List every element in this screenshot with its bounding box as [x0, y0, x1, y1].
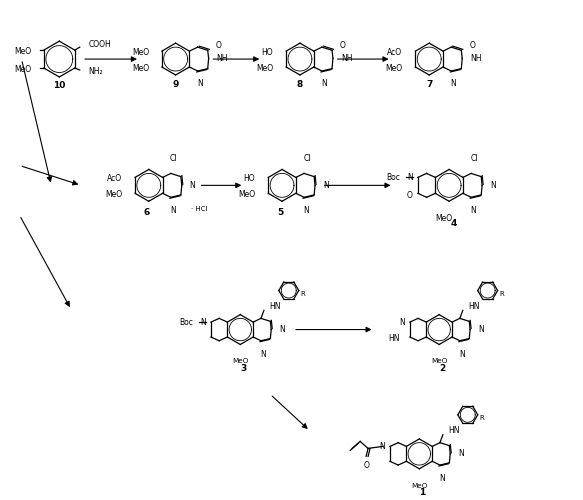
- Text: AcO: AcO: [107, 174, 122, 183]
- Text: AcO: AcO: [387, 48, 402, 56]
- Text: HO: HO: [244, 174, 255, 183]
- Text: MeO: MeO: [436, 214, 453, 223]
- Text: Boc: Boc: [386, 173, 400, 182]
- Text: N: N: [189, 181, 195, 190]
- Text: N: N: [303, 206, 309, 215]
- Text: 3: 3: [240, 364, 247, 373]
- Text: HN: HN: [448, 426, 459, 435]
- Text: N: N: [379, 442, 385, 451]
- Text: MeO: MeO: [256, 64, 273, 72]
- Text: O: O: [216, 41, 222, 50]
- Text: MeO: MeO: [411, 482, 427, 488]
- Text: N: N: [200, 318, 206, 326]
- Text: N: N: [323, 181, 329, 190]
- Text: MeO: MeO: [105, 190, 122, 199]
- Text: N: N: [439, 474, 445, 483]
- Text: R: R: [301, 290, 305, 296]
- Text: MeO: MeO: [15, 64, 32, 74]
- Text: O: O: [363, 462, 369, 470]
- Text: HN: HN: [468, 302, 479, 311]
- Text: 4: 4: [451, 218, 457, 228]
- Text: N: N: [197, 79, 202, 88]
- Text: MeO: MeO: [132, 64, 149, 72]
- Text: N: N: [490, 181, 496, 190]
- Text: Cl: Cl: [470, 154, 478, 164]
- Text: HN: HN: [269, 302, 280, 311]
- Text: N: N: [279, 325, 285, 334]
- Text: MeO: MeO: [238, 190, 255, 199]
- Text: Cl: Cl: [303, 154, 311, 164]
- Text: 2: 2: [439, 364, 445, 373]
- Text: Boc: Boc: [179, 318, 193, 326]
- Text: N: N: [407, 173, 413, 182]
- Text: NH: NH: [217, 54, 228, 63]
- Text: N: N: [458, 450, 464, 458]
- Text: MeO: MeO: [385, 64, 402, 72]
- Text: N: N: [399, 318, 405, 326]
- Text: N: N: [260, 350, 266, 358]
- Text: Cl: Cl: [170, 154, 178, 164]
- Text: NH: NH: [341, 54, 352, 63]
- Text: R: R: [480, 415, 484, 421]
- Text: NH₂: NH₂: [89, 66, 103, 76]
- Text: O: O: [340, 41, 346, 50]
- Text: MeO: MeO: [15, 46, 32, 56]
- Text: · HCl: · HCl: [191, 206, 207, 212]
- Text: 8: 8: [297, 80, 303, 90]
- Text: O: O: [469, 41, 475, 50]
- Text: HN: HN: [388, 334, 400, 344]
- Text: 9: 9: [173, 80, 179, 90]
- Text: MeO: MeO: [232, 358, 248, 364]
- Text: 1: 1: [419, 488, 426, 497]
- Text: N: N: [478, 325, 484, 334]
- Text: NH: NH: [470, 54, 482, 63]
- Text: MeO: MeO: [431, 358, 447, 364]
- Text: 5: 5: [277, 208, 283, 216]
- Text: N: N: [450, 79, 456, 88]
- Text: N: N: [459, 350, 465, 358]
- Text: COOH: COOH: [89, 40, 111, 48]
- Text: 6: 6: [143, 208, 150, 216]
- Text: HO: HO: [262, 48, 273, 56]
- Text: N: N: [170, 206, 175, 215]
- Text: O: O: [407, 191, 413, 200]
- Text: 7: 7: [426, 80, 433, 90]
- Text: 10: 10: [53, 82, 65, 90]
- Text: R: R: [500, 290, 504, 296]
- Text: N: N: [470, 206, 476, 215]
- Text: MeO: MeO: [132, 48, 149, 56]
- Text: N: N: [321, 79, 327, 88]
